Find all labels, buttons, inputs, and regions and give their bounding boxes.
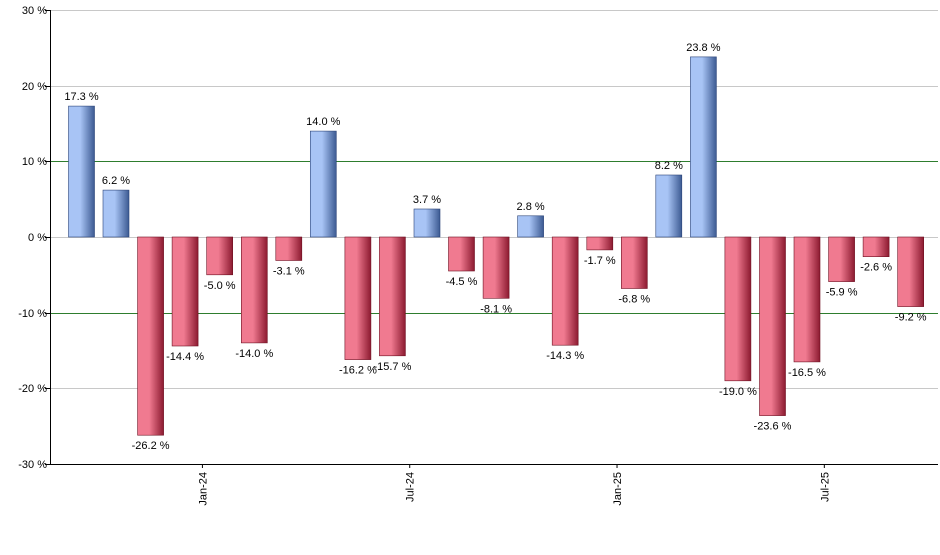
- data-label: -5.0 %: [204, 280, 236, 292]
- bar: [724, 236, 752, 382]
- bar: [309, 130, 337, 238]
- bar: [102, 189, 130, 238]
- y-tick-label: -30 %: [18, 459, 47, 471]
- bar: [586, 236, 614, 251]
- bar: [690, 56, 717, 238]
- data-label: -16.5 %: [788, 367, 826, 379]
- data-label: -26.2 %: [132, 440, 170, 452]
- data-label: -15.7 %: [373, 361, 411, 373]
- data-label: 14.0 %: [306, 116, 340, 128]
- bar: [759, 236, 786, 416]
- data-label: 6.2 %: [102, 175, 130, 187]
- bar: [862, 236, 890, 258]
- data-label: -16.2 %: [339, 365, 377, 377]
- bar: [206, 236, 233, 276]
- data-label: -9.2 %: [895, 312, 927, 324]
- data-label: -2.6 %: [860, 262, 892, 274]
- data-label: -5.9 %: [826, 287, 858, 299]
- y-tick-label: 10 %: [22, 156, 47, 168]
- data-label: 8.2 %: [655, 160, 683, 172]
- bars: [68, 56, 925, 436]
- x-tick-label: Jul-24: [405, 472, 417, 502]
- axes: 30 % 20 % 10 % 0 % -10 % -20 % -30 % Jan-24 Jul-…: [18, 5, 938, 506]
- data-label: -14.4 %: [166, 351, 204, 363]
- bar: [413, 208, 441, 238]
- bar: [241, 236, 268, 344]
- data-label: 3.7 %: [413, 194, 441, 206]
- bar: [379, 236, 406, 357]
- data-label: -14.0 %: [235, 348, 273, 360]
- bar: [793, 236, 821, 363]
- bar: [68, 105, 95, 238]
- bar: [171, 236, 199, 347]
- x-tick-label: Jul-25: [819, 472, 831, 502]
- data-label: -14.3 %: [546, 350, 584, 362]
- bar: [551, 236, 579, 346]
- bar: [137, 236, 164, 436]
- bar: [448, 236, 475, 272]
- data-labels: 17.3 % 6.2 % -26.2 % -14.4 % -5.0 % -14.0 % -3…: [64, 42, 926, 452]
- y-tick-label: 30 %: [22, 5, 47, 17]
- data-label: -23.6 %: [754, 421, 792, 433]
- data-label: 23.8 %: [686, 42, 720, 54]
- bar: [620, 236, 648, 289]
- y-tick-label: -10 %: [18, 308, 47, 320]
- y-tick-label: -20 %: [18, 383, 47, 395]
- x-tick-label: Jan-25: [612, 472, 624, 506]
- data-label: -3.1 %: [273, 266, 305, 278]
- bar: [517, 215, 544, 238]
- data-label: -4.5 %: [446, 276, 478, 288]
- data-label: -8.1 %: [480, 303, 512, 315]
- bar: [275, 236, 303, 261]
- bar: [897, 236, 925, 307]
- x-tick-label: Jan-24: [197, 472, 209, 506]
- data-label: -1.7 %: [584, 255, 616, 267]
- data-label: 2.8 %: [517, 201, 545, 213]
- data-label: -19.0 %: [719, 386, 757, 398]
- data-label: 17.3 %: [64, 91, 98, 103]
- y-tick-label: 20 %: [22, 81, 47, 93]
- bar: [828, 236, 855, 282]
- data-label: -6.8 %: [618, 294, 650, 306]
- y-tick-label: 0 %: [28, 232, 47, 244]
- bar: [344, 236, 372, 360]
- bar: [482, 236, 510, 299]
- bar: [655, 174, 683, 238]
